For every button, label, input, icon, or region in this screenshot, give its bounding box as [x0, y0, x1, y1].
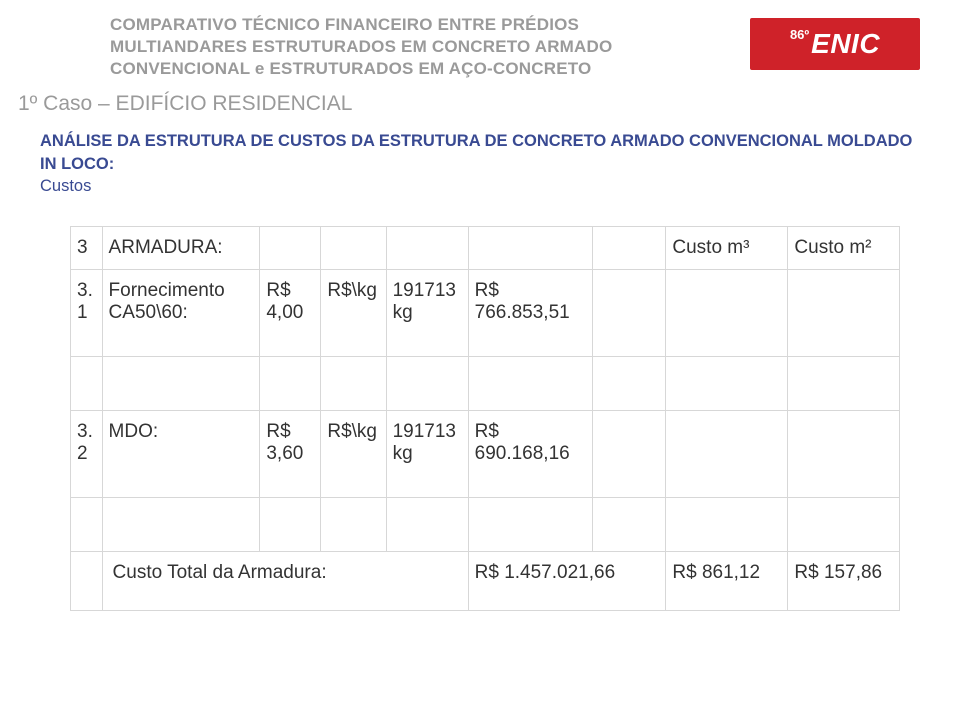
cell-total-cm2: R$ 157,86 [788, 551, 900, 610]
title-line1: COMPARATIVO TÉCNICO FINANCEIRO ENTRE PRÉ… [110, 15, 579, 34]
cell-empty [592, 226, 666, 269]
cell-desc: ARMADURA: [102, 226, 260, 269]
cell-desc: Fornecimento CA50\60: [102, 269, 260, 356]
cell-empty [666, 410, 788, 497]
cell-unit: R$\kg [321, 269, 386, 356]
table-row-spacer [71, 356, 900, 410]
cell-empty [592, 410, 666, 497]
cell-idx: 3 [71, 226, 103, 269]
case-subtitle: 1º Caso – EDIFÍCIO RESIDENCIAL [0, 88, 960, 116]
cell-empty [592, 269, 666, 356]
cell-val: R$ 766.853,51 [468, 269, 592, 356]
cell-qty: 191713 kg [386, 410, 468, 497]
costs-table-wrap: 3 ARMADURA: Custo m³ Custo m² 3.1 Fornec… [0, 196, 960, 611]
table-row: 3.2 MDO: R$ 3,60 R$\kg 191713 kg R$ 690.… [71, 410, 900, 497]
cell-cm3-label: Custo m³ [666, 226, 788, 269]
cell-empty [788, 269, 900, 356]
table-row-total: Custo Total da Armadura: R$ 1.457.021,66… [71, 551, 900, 610]
cell-total-cm3: R$ 861,12 [666, 551, 788, 610]
cell-empty [71, 551, 103, 610]
costs-table: 3 ARMADURA: Custo m³ Custo m² 3.1 Fornec… [70, 226, 900, 611]
cell-pu: R$ 4,00 [260, 269, 321, 356]
title-line3: CONVENCIONAL e ESTRUTURADOS EM AÇO-CONCR… [110, 59, 591, 78]
section-sub: Custos [40, 177, 920, 196]
cell-total-label: Custo Total da Armadura: [102, 551, 468, 610]
cell-total-val: R$ 1.457.021,66 [468, 551, 666, 610]
cell-empty [260, 226, 321, 269]
logo-main: ENIC [811, 28, 880, 60]
cell-cm2-label: Custo m² [788, 226, 900, 269]
cell-qty: 191713 kg [386, 269, 468, 356]
desc-line1: Fornecimento [109, 280, 225, 301]
table-row-header: 3 ARMADURA: Custo m³ Custo m² [71, 226, 900, 269]
slide-header: COMPARATIVO TÉCNICO FINANCEIRO ENTRE PRÉ… [0, 0, 960, 88]
table-row: 3.1 Fornecimento CA50\60: R$ 4,00 R$\kg … [71, 269, 900, 356]
cell-val: R$ 690.168,16 [468, 410, 592, 497]
cell-unit: R$\kg [321, 410, 386, 497]
table-row-spacer [71, 497, 900, 551]
enic-logo: 86º ENIC [750, 18, 920, 70]
cell-empty [321, 226, 386, 269]
cell-empty [386, 226, 468, 269]
heading-part-a: ANÁLISE DA ESTRUTURA DE CUSTOS DA ESTRUT… [40, 132, 512, 150]
cell-empty [666, 269, 788, 356]
cell-empty [788, 410, 900, 497]
desc-line2: CA50\60: [109, 302, 188, 323]
title-line2: MULTIANDARES ESTRUTURADOS EM CONCRETO AR… [110, 37, 612, 56]
section-heading-block: ANÁLISE DA ESTRUTURA DE CUSTOS DA ESTRUT… [0, 116, 960, 196]
cell-desc: MDO: [102, 410, 260, 497]
cell-empty [468, 226, 592, 269]
cell-idx: 3.2 [71, 410, 103, 497]
section-heading: ANÁLISE DA ESTRUTURA DE CUSTOS DA ESTRUT… [40, 130, 920, 175]
logo-sup: 86º [790, 27, 809, 42]
cell-pu: R$ 3,60 [260, 410, 321, 497]
cell-idx: 3.1 [71, 269, 103, 356]
